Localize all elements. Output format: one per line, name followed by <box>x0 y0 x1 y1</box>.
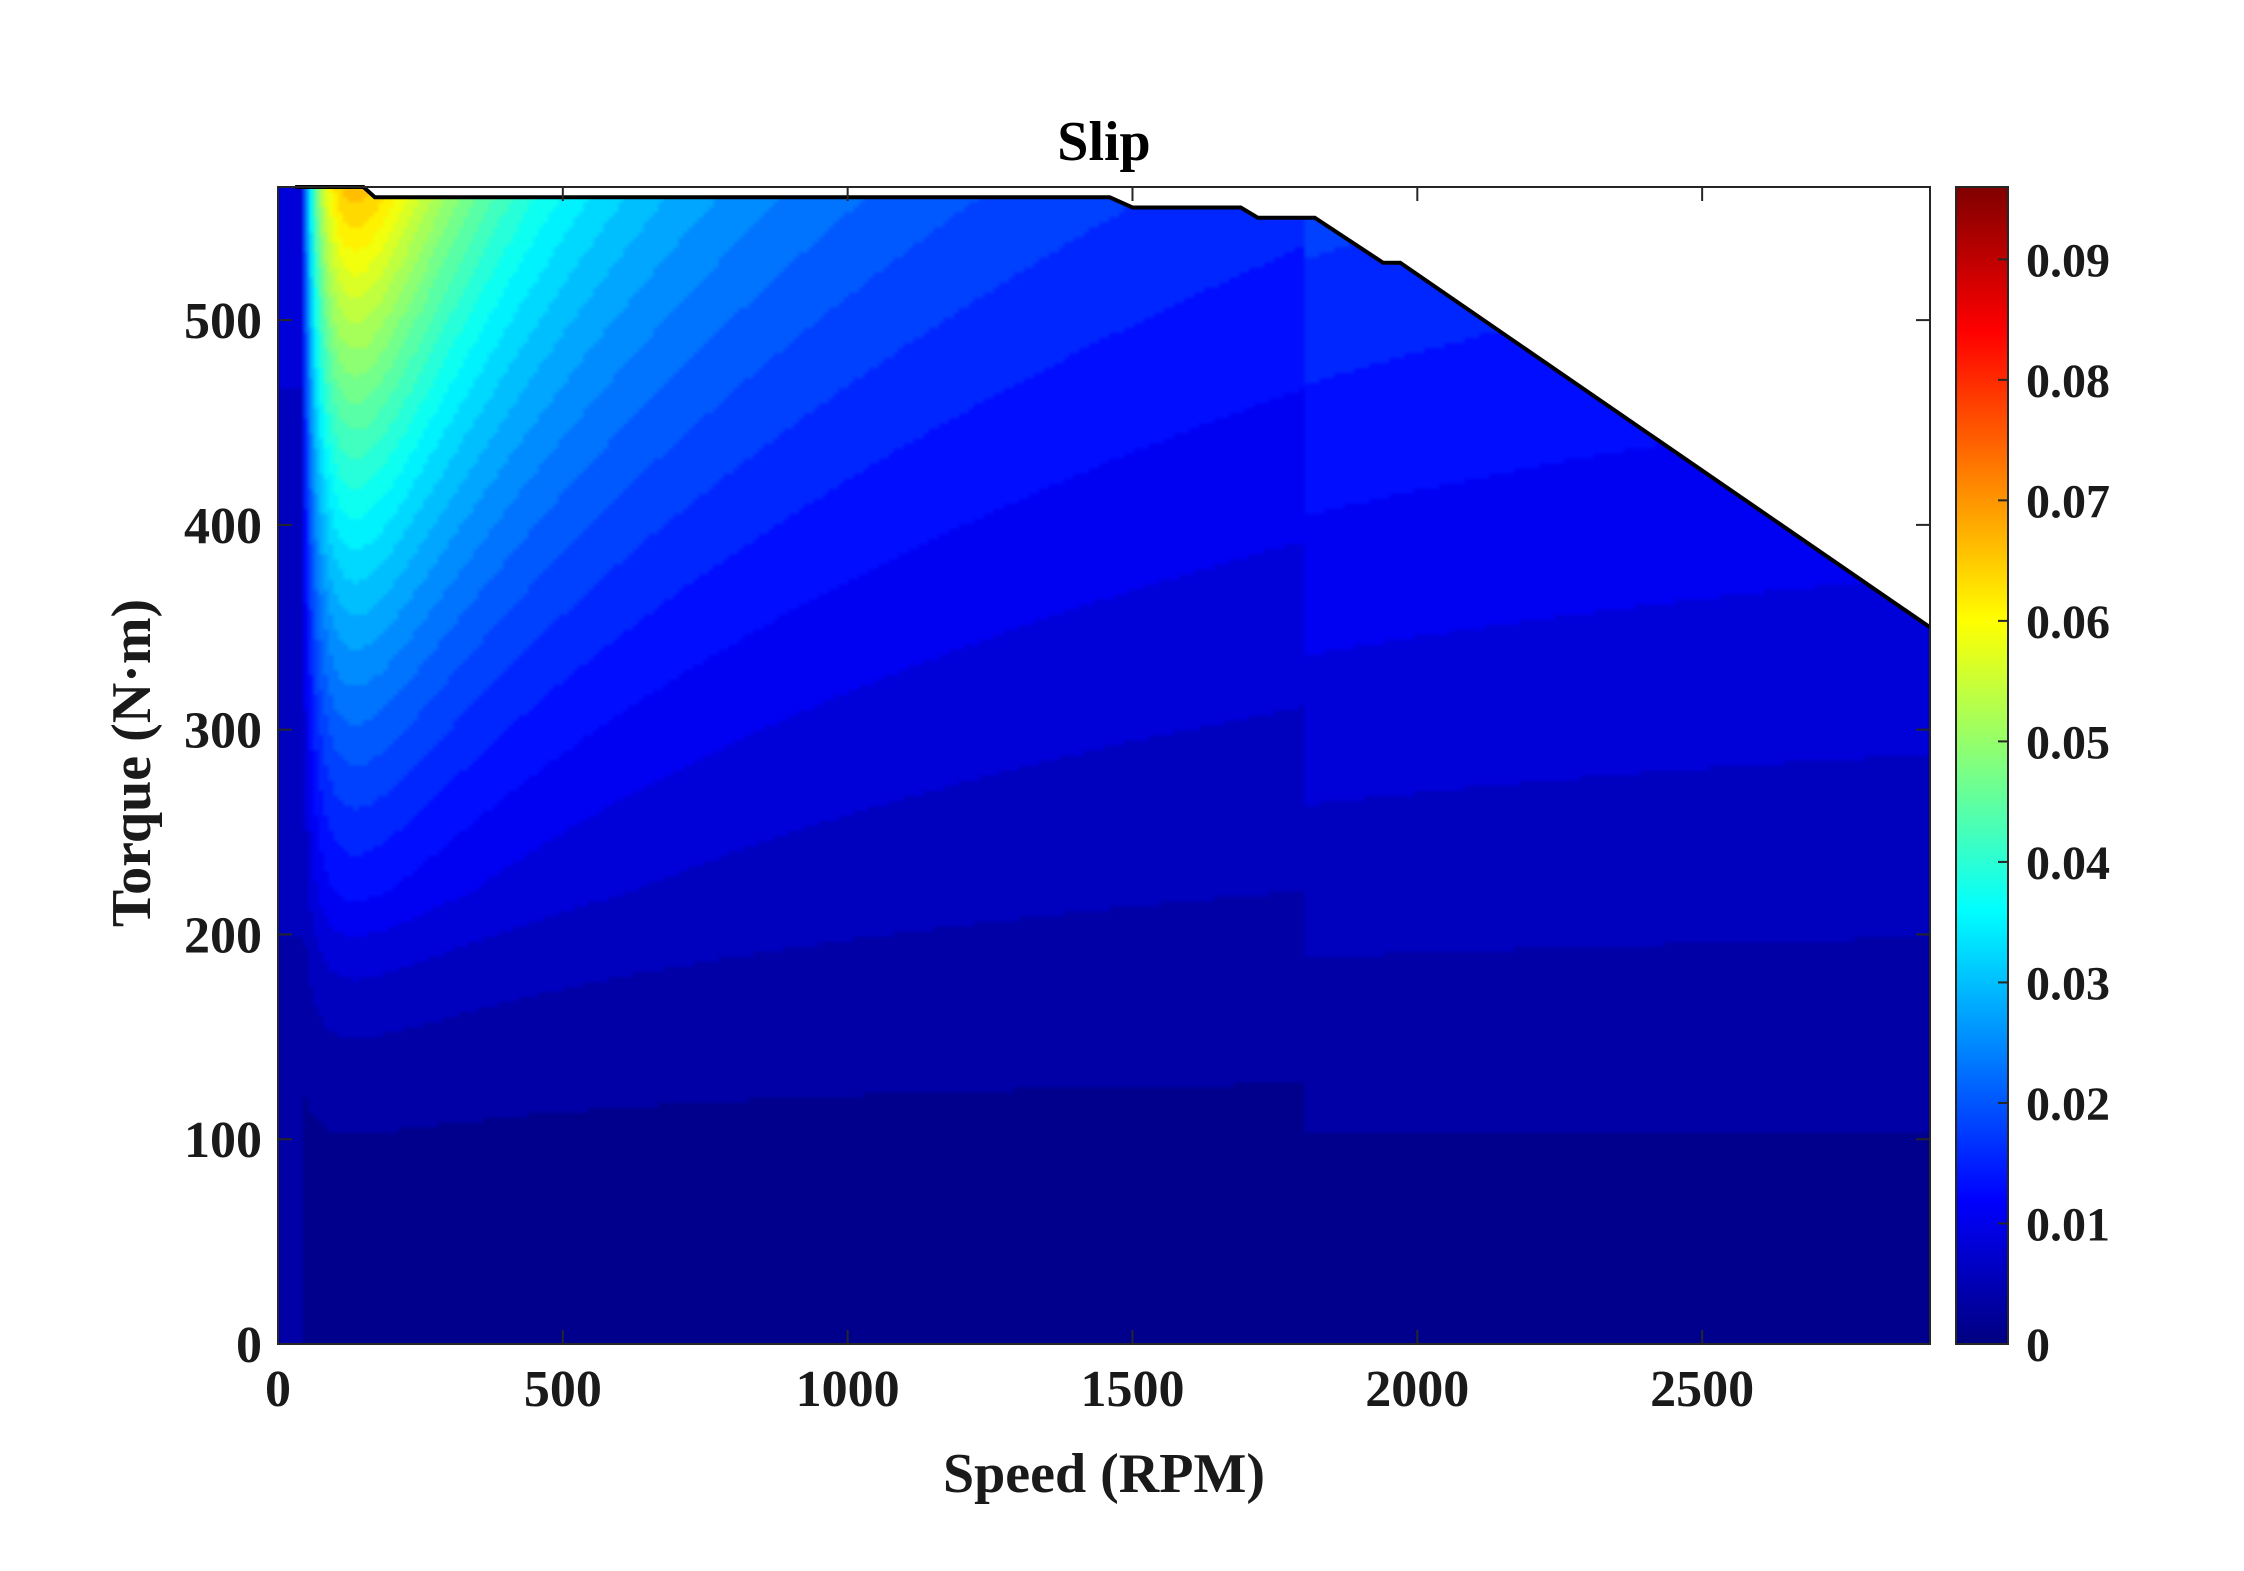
x-tick-label: 500 <box>524 1361 602 1418</box>
y-tick-label: 200 <box>184 907 262 964</box>
colorbar-tick-label: 0.02 <box>2026 1078 2110 1131</box>
plot-frame <box>277 186 1931 1345</box>
slip-contour-fill <box>278 187 1930 1344</box>
colorbar-tick-label: 0.05 <box>2026 716 2110 769</box>
y-tick-label: 100 <box>184 1112 262 1169</box>
colorbar-scale <box>1955 186 2009 1345</box>
y-tick-label: 300 <box>184 703 262 760</box>
x-tick-label: 2500 <box>1650 1361 1754 1418</box>
plot-area: 0 500 1000 1500 2000 2500 0 100 200 300 400 500 <box>184 185 1932 1418</box>
colorbar-ticks: 0 0.01 0.02 0.03 0.04 0.05 0.06 0.07 0.08 0.09 <box>1998 234 2110 1372</box>
y-tick-label: 400 <box>184 498 262 555</box>
y-tick-label: 500 <box>184 293 262 350</box>
colorbar-tick-label: 0.04 <box>2026 837 2110 890</box>
x-axis-label: Speed (RPM) <box>943 1443 1265 1505</box>
colorbar: 0 0.01 0.02 0.03 0.04 0.05 0.06 0.07 0.08 0.09 <box>1955 186 2110 1372</box>
x-tick-label: 1000 <box>796 1361 900 1418</box>
x-axis: 0 500 1000 1500 2000 2500 <box>265 187 1754 1418</box>
colorbar-tick-label: 0.08 <box>2026 355 2110 408</box>
y-axis-label: Torque (N·m) <box>101 599 163 927</box>
x-tick-label: 0 <box>265 1361 291 1418</box>
colorbar-tick-label: 0.06 <box>2026 596 2110 649</box>
x-tick-label: 1500 <box>1080 1361 1184 1418</box>
y-tick-label: 0 <box>236 1317 262 1374</box>
y-axis: 0 100 200 300 400 500 <box>184 293 1930 1374</box>
x-tick-label: 2000 <box>1365 1361 1469 1418</box>
colorbar-tick-label: 0.03 <box>2026 957 2110 1010</box>
torque-limit-boundary <box>295 185 1932 629</box>
colorbar-tick-label: 0.01 <box>2026 1198 2110 1251</box>
colorbar-tick-label: 0.09 <box>2026 234 2110 287</box>
colorbar-tick-label: 0.07 <box>2026 475 2110 528</box>
colorbar-tick-label: 0 <box>2026 1319 2050 1372</box>
chart-title: Slip <box>1057 111 1150 173</box>
